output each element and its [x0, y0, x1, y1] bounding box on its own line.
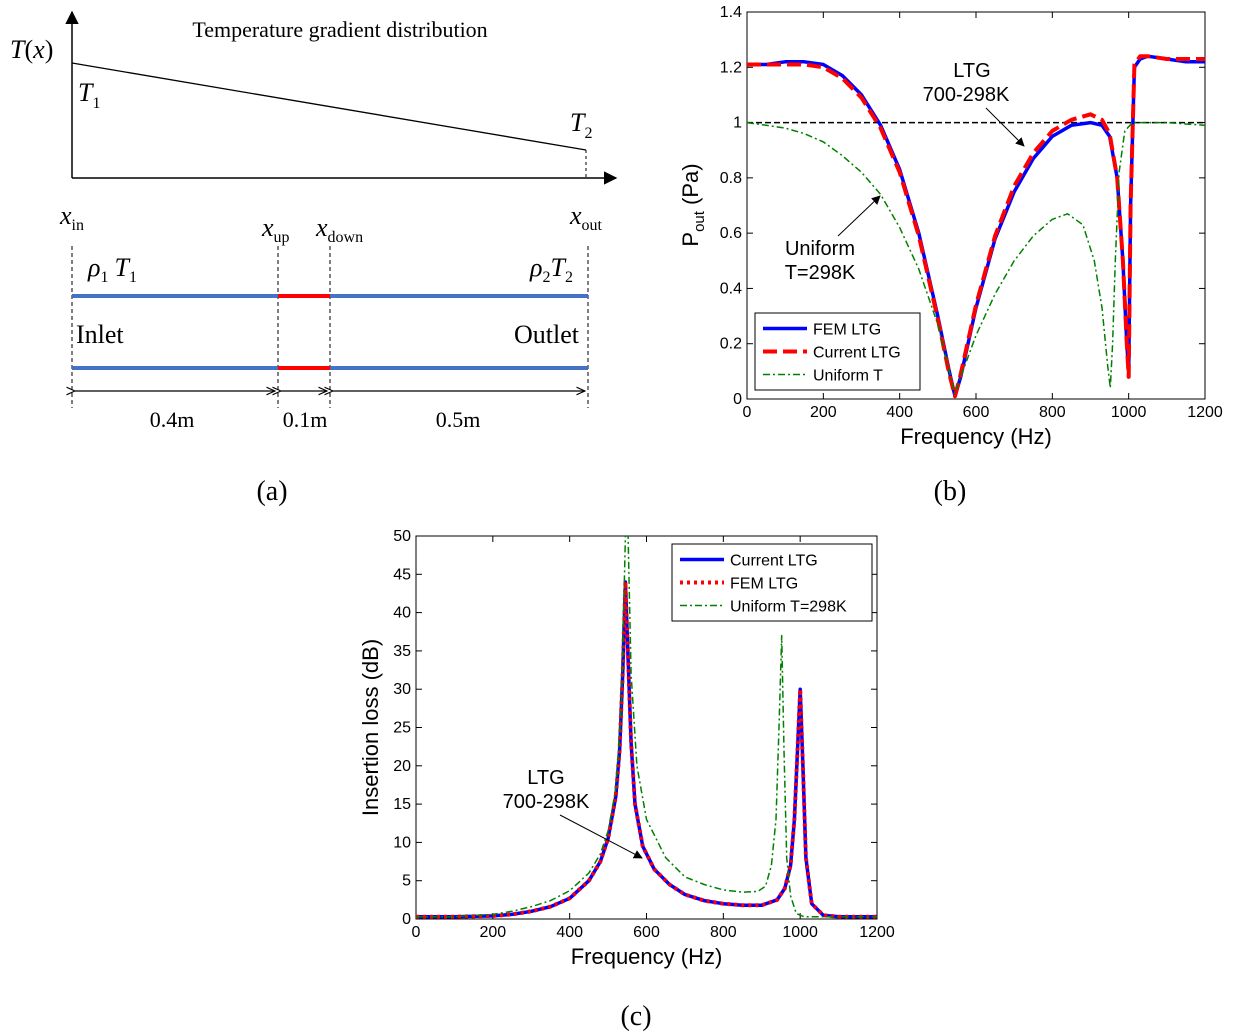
y-tick-label: 50: [393, 528, 411, 545]
legend-label: Current LTG: [813, 345, 901, 362]
dim-label-3: 0.5m: [436, 407, 481, 432]
outlet-label: Outlet: [514, 320, 580, 349]
chart-b-annotation-ltg-arrow: [985, 107, 1025, 147]
chart-c-annotation-ltg-line1: LTG: [527, 767, 564, 789]
rho1-t1-label: ρ1 T1: [87, 253, 137, 286]
series-line-uniform-t: [747, 121, 1205, 395]
y-tick-label: 0: [402, 911, 411, 928]
x-tick-label: 200: [810, 404, 837, 421]
y-tick-label: 30: [393, 681, 411, 698]
panel-a-schematic: Temperature gradient distribution T(x) T…: [10, 10, 618, 507]
y-tick-label: 25: [393, 720, 411, 737]
x-tick-label: 400: [886, 404, 913, 421]
x-tick-label: 800: [710, 924, 737, 941]
x-tick-label: 600: [963, 404, 990, 421]
x-tick-label: 800: [1039, 404, 1066, 421]
legend-box: [754, 312, 921, 391]
panel-a-title: Temperature gradient distribution: [192, 17, 487, 42]
x-down-label: xdown: [315, 213, 363, 246]
chart-b-annotation-ltg-line2: 700-298K: [923, 84, 1010, 106]
series-line-fem-ltg: [416, 580, 877, 919]
y-tick-label: 20: [393, 758, 411, 775]
legend-label: Current LTG: [730, 553, 818, 570]
chart-c-annotation-ltg-arrow: [559, 814, 643, 859]
x-axis-label: Frequency (Hz): [571, 944, 723, 969]
x-tick-label: 0: [412, 924, 421, 941]
caption-c: (c): [620, 1001, 651, 1032]
y-axis-label: Insertion loss (dB): [358, 639, 383, 816]
chart-b-plot: 0 200 400 600 800 1000 1200 0 0.2 0.4 0.6 0.8 1 1.2 1.…: [720, 4, 1223, 449]
series-line-current-ltg: [747, 54, 1205, 399]
y-tick-label: 0.2: [720, 336, 742, 353]
chart-c-annotation-ltg-line2: 700-298K: [503, 791, 590, 813]
chart-b-annotation-ltg-line1: LTG: [953, 60, 990, 82]
chart-b-annotation-uniform-arrow: [837, 195, 881, 237]
y-tick-label: 0.8: [720, 170, 742, 187]
rho2-t2-label: ρ2T2: [529, 253, 573, 286]
x-tick-label: 200: [479, 924, 506, 941]
y-tick-label: 45: [393, 566, 411, 583]
dim-label-2: 0.1m: [283, 407, 328, 432]
x-in-label: xin: [59, 201, 84, 234]
x-tick-label: 0: [743, 404, 752, 421]
caption-a: (a): [256, 476, 287, 507]
series-line-uniform-t-298k: [416, 536, 877, 918]
x-tick-label: 1000: [782, 924, 818, 941]
y-tick-label: 1: [733, 115, 742, 132]
caption-b: (b): [934, 476, 967, 507]
chart-b-annotation-uniform-line2: T=298K: [785, 262, 856, 284]
y-tick-label: 10: [393, 834, 411, 851]
y-tick-label: 0.4: [720, 280, 742, 297]
legend-label: FEM LTG: [813, 322, 881, 339]
dim-label-1: 0.4m: [150, 407, 195, 432]
y-tick-label: 5: [402, 873, 411, 890]
chart-b-ylabel: Pout (Pa): [678, 163, 708, 246]
t-of-x-label: T(x): [10, 35, 53, 64]
y-tick-label: 15: [393, 796, 411, 813]
t2-label: T2: [570, 108, 592, 142]
y-tick-label: 0: [733, 391, 742, 408]
y-tick-label: 0.6: [720, 225, 742, 242]
chart-b-annotation-uniform-line1: Uniform: [785, 238, 855, 260]
y-tick-label: 35: [393, 643, 411, 660]
chart-c-plot: 0 200 400 600 800 1000 1200 0 5 10 15 20 25 30 35 40 45 5…: [358, 528, 895, 969]
panel-b-chart: 0 200 400 600 800 1000 1200 0 0.2 0.4 0.6 0.8 1 1.2 1.…: [678, 4, 1223, 507]
x-out-label: xout: [569, 201, 603, 234]
x-tick-label: 1200: [1187, 404, 1223, 421]
legend-label: FEM LTG: [730, 576, 798, 593]
x-tick-label: 1200: [859, 924, 895, 941]
legend-box: [671, 543, 873, 622]
y-tick-label: 1.4: [720, 4, 742, 21]
x-tick-label: 600: [633, 924, 660, 941]
panel-c-chart: 0 200 400 600 800 1000 1200 0 5 10 15 20 25 30 35 40 45 5…: [358, 528, 895, 1032]
y-tick-label: 1.2: [720, 59, 742, 76]
x-tick-label: 400: [556, 924, 583, 941]
x-up-label: xup: [261, 213, 290, 246]
inlet-label: Inlet: [76, 320, 124, 349]
legend-label: Uniform T=298K: [730, 599, 847, 616]
temperature-gradient-line: [71, 62, 587, 151]
y-tick-label: 40: [393, 605, 411, 622]
t1-label: T1: [78, 78, 100, 112]
x-axis-label: Frequency (Hz): [900, 424, 1052, 449]
x-tick-label: 1000: [1111, 404, 1147, 421]
legend-label: Uniform T: [813, 368, 883, 385]
